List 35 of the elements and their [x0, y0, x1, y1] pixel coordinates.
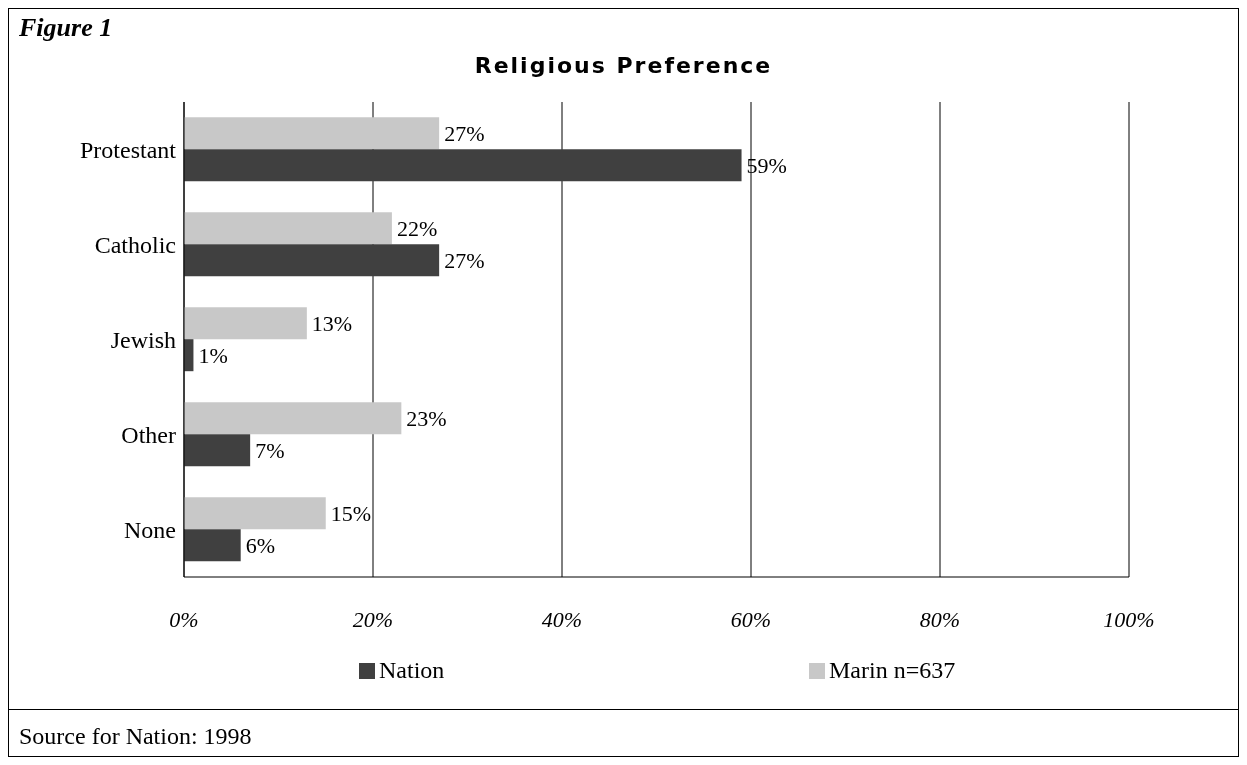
x-tick-label: 0%: [169, 606, 199, 632]
y-tick-label: Protestant: [80, 137, 177, 164]
x-tick-label: 40%: [541, 606, 583, 632]
source-note: Source for Nation: 1998: [19, 723, 252, 750]
data-label: 6%: [245, 532, 276, 558]
y-tick-label: None: [124, 517, 176, 544]
bar: [184, 529, 241, 562]
x-tick-label: 80%: [919, 606, 961, 632]
data-label: 27%: [444, 120, 485, 146]
data-label: 1%: [198, 342, 228, 368]
bar: [184, 117, 440, 150]
bar: [184, 434, 251, 467]
bar: [184, 244, 440, 277]
chart-title: Religious Preference: [473, 53, 774, 78]
x-tick-label: 60%: [730, 606, 772, 632]
bar: [184, 497, 326, 530]
caption: Figure 1: [19, 13, 113, 43]
x-tick-label: 20%: [352, 606, 394, 632]
legend-label: Marin n=637: [828, 657, 957, 684]
data-label: 27%: [444, 247, 485, 273]
y-tick-label: Catholic: [94, 232, 176, 259]
data-label: 15%: [330, 500, 372, 526]
bar: [184, 149, 742, 182]
data-label: 7%: [255, 437, 285, 463]
y-tick-label: Other: [121, 422, 176, 449]
data-label: 23%: [406, 405, 447, 431]
bar: [184, 307, 307, 340]
x-tick-label: 100%: [1103, 606, 1155, 632]
bar: [184, 402, 402, 435]
y-tick-label: Jewish: [110, 327, 176, 354]
bar: [184, 212, 392, 245]
data-label: 13%: [311, 310, 353, 336]
data-label: 22%: [396, 215, 438, 241]
data-label: 59%: [746, 152, 787, 178]
legend-label: Nation: [378, 657, 446, 684]
